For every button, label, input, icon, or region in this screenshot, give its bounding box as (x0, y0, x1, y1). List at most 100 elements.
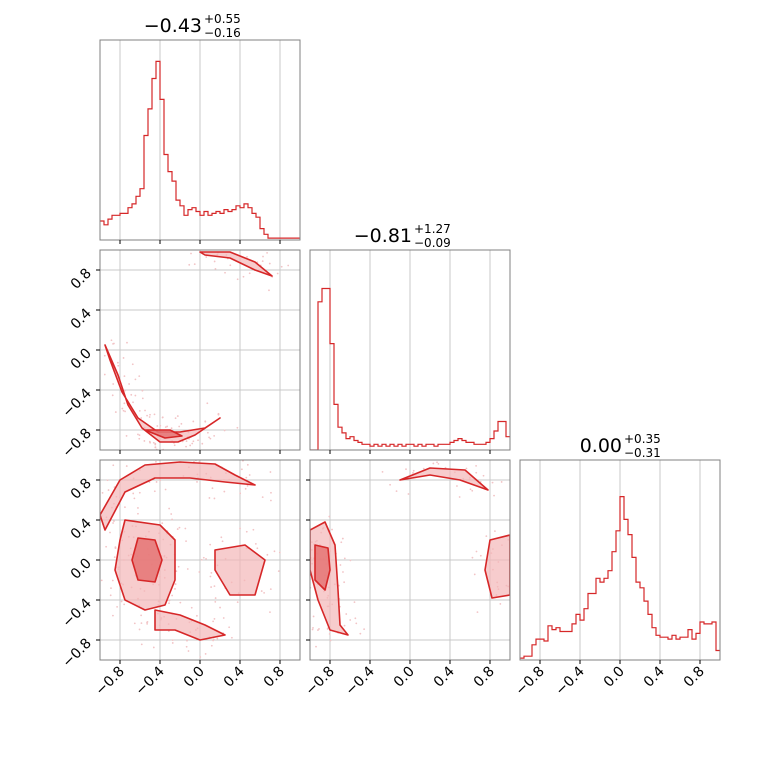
sample-point (213, 497, 216, 500)
sample-point (244, 487, 247, 490)
sample-point (124, 506, 126, 509)
sample-point (114, 411, 117, 413)
sample-point (171, 518, 173, 521)
contour-outer (104, 344, 221, 443)
sample-point (189, 245, 191, 247)
sample-point (185, 645, 188, 648)
sample-point (166, 425, 169, 428)
sample-point (155, 481, 158, 483)
sample-point (405, 468, 407, 471)
sample-point (245, 247, 247, 249)
sample-point (146, 414, 148, 417)
sample-point (168, 602, 170, 605)
contour-outer (100, 461, 256, 531)
sample-point (214, 597, 217, 599)
sample-point (471, 489, 474, 492)
sample-point (220, 536, 223, 539)
sample-point (109, 594, 112, 597)
y-tick-label: 0.8 (68, 476, 95, 503)
histogram-step-line (310, 287, 510, 450)
sample-point (204, 653, 207, 655)
sample-point (121, 407, 124, 410)
sample-point (131, 363, 134, 366)
sample-point (111, 394, 114, 397)
sample-point (214, 600, 217, 603)
y-tick-label: −0.8 (59, 636, 94, 671)
sample-point (475, 471, 478, 474)
panel-title-median: 0.00 (580, 435, 622, 457)
sample-point (214, 267, 217, 270)
sample-point (109, 531, 111, 534)
sample-point (95, 525, 97, 527)
sample-point (363, 628, 366, 631)
sample-point (326, 627, 329, 630)
sample-point (170, 427, 173, 430)
sample-point (211, 487, 214, 490)
sample-point (132, 401, 134, 404)
sample-point (276, 272, 279, 275)
sample-point (137, 433, 139, 436)
sample-point (97, 354, 99, 356)
sample-point (140, 643, 143, 646)
x-tick-label: 0.0 (181, 664, 208, 691)
panel-title-plus: +0.35 (624, 432, 661, 446)
contour-outer (399, 467, 489, 491)
sample-point (315, 645, 317, 648)
sample-point (213, 434, 216, 437)
sample-point (432, 462, 435, 465)
sample-point (107, 489, 110, 491)
sample-point (210, 586, 213, 588)
sample-point (126, 341, 128, 344)
x-tick-label: −0.4 (132, 663, 167, 698)
sample-point (116, 605, 118, 608)
sample-point (455, 457, 457, 459)
sample-point (522, 547, 524, 549)
y-tick-label: −0.8 (59, 426, 94, 461)
sample-point (124, 389, 126, 392)
sample-point (476, 611, 479, 614)
sample-point (230, 636, 233, 639)
sample-point (201, 442, 204, 445)
sample-point (342, 571, 344, 573)
x-tick-label: 0.4 (431, 663, 458, 690)
sample-point (123, 402, 126, 405)
y-tick-label: 0.0 (68, 556, 95, 583)
panel-title-minus: −0.31 (624, 446, 661, 460)
sample-point (260, 590, 263, 592)
sample-point (187, 650, 190, 652)
sample-point (278, 551, 281, 554)
sample-point (246, 484, 249, 487)
sample-point (219, 606, 221, 609)
sample-point (186, 453, 188, 455)
sample-point (223, 490, 226, 493)
sample-point (475, 550, 478, 553)
sample-point (292, 585, 294, 587)
x-tick-label: −0.4 (552, 663, 587, 698)
sample-point (297, 532, 299, 534)
sample-point (407, 493, 410, 495)
contour-outer (154, 609, 226, 641)
sample-point (422, 467, 425, 470)
sample-point (381, 470, 384, 473)
sample-point (205, 241, 207, 243)
panel-title-median: −0.43 (144, 15, 202, 37)
sample-point (170, 513, 173, 515)
sample-point (268, 289, 270, 292)
sample-point (209, 543, 212, 546)
sample-point (485, 535, 488, 538)
x-tick-label: 0.8 (261, 664, 288, 691)
sample-point (266, 252, 268, 254)
sample-point (343, 557, 346, 560)
sample-point (205, 558, 207, 560)
sample-point (179, 601, 182, 604)
sample-point (217, 236, 219, 238)
sample-point (224, 244, 226, 246)
sample-point (209, 247, 211, 249)
sample-point (209, 575, 212, 578)
sample-point (160, 457, 162, 459)
x-tick-label: −0.4 (342, 663, 377, 698)
sample-point (122, 409, 125, 412)
contour-outer (484, 534, 510, 599)
sample-point (110, 587, 112, 589)
sample-point (437, 462, 440, 465)
